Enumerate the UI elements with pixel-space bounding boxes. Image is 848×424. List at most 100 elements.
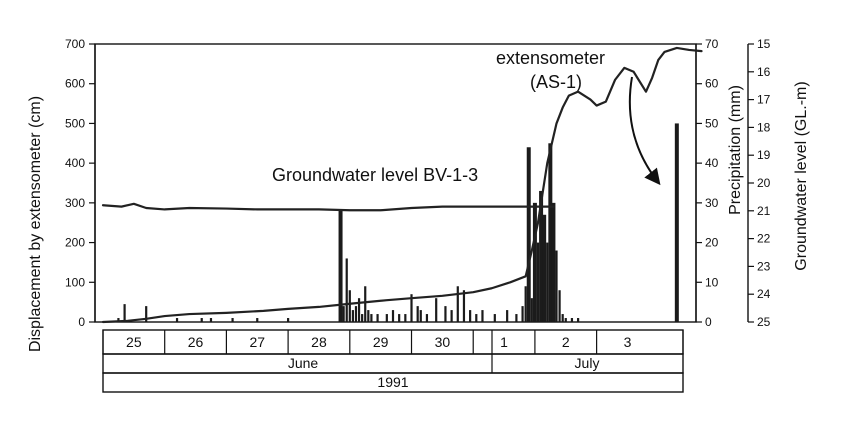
precipitation-bar <box>542 214 547 322</box>
day-label: 28 <box>311 334 327 350</box>
precipitation-bar <box>338 210 343 322</box>
precipitation-bar <box>385 314 388 322</box>
groundwater-tick-label: 21 <box>757 204 771 218</box>
precipitation-bar <box>555 250 558 322</box>
left-tick-label: 500 <box>65 116 85 130</box>
precipitation-bar <box>117 318 120 322</box>
precip-axis-ticks: 0 10 20 30 40 50 60 70 <box>696 37 719 329</box>
precipitation-bar <box>367 310 370 322</box>
date-band-year <box>102 372 684 393</box>
precipitation-bar <box>145 306 148 322</box>
precipitation-bar <box>674 123 679 322</box>
precipitation-bar <box>123 304 126 322</box>
extensometer-annotation-arrow <box>628 76 661 186</box>
precipitation-bar <box>345 258 348 322</box>
year-label: 1991 <box>377 374 408 390</box>
left-tick-label: 600 <box>65 77 85 91</box>
precip-tick-label: 20 <box>705 236 719 250</box>
precipitation-bar <box>469 310 472 322</box>
day-label: 30 <box>435 334 451 350</box>
precipitation-bar <box>564 318 567 322</box>
groundwater-tick-label: 24 <box>757 287 771 301</box>
left-tick-label: 300 <box>65 196 85 210</box>
precipitation-bar <box>256 318 259 322</box>
precipitation-bar <box>354 306 358 322</box>
precip-tick-label: 0 <box>705 315 712 329</box>
groundwater-annotation: Groundwater level BV-1-3 <box>272 165 478 185</box>
left-tick-label: 400 <box>65 156 85 170</box>
precipitation-bar <box>548 143 553 322</box>
precipitation-bar <box>444 306 447 322</box>
day-label: 26 <box>188 334 204 350</box>
precip-tick-label: 50 <box>705 116 719 130</box>
precipitation-bar <box>231 318 234 322</box>
day-label: 2 <box>562 334 570 350</box>
precipitation-bar <box>435 298 438 322</box>
precipitation-bar <box>398 314 401 322</box>
precipitation-bar <box>370 314 373 322</box>
precipitation-bar <box>200 318 203 322</box>
precipitation-bar <box>391 310 395 322</box>
precipitation-bar <box>551 202 556 322</box>
groundwater-axis-title: Groundwater level (GL.-m) <box>793 81 810 270</box>
day-label: 27 <box>249 334 265 350</box>
precipitation-bar <box>570 318 574 322</box>
extensometer-line <box>101 46 703 324</box>
groundwater-tick-label: 23 <box>757 259 771 273</box>
precipitation-bar <box>475 314 478 322</box>
precipitation-bar <box>175 318 179 322</box>
precipitation-bar <box>450 310 453 322</box>
precipitation-bar <box>456 286 459 322</box>
groundwater-tick-label: 25 <box>757 315 771 329</box>
precipitation-bar <box>425 314 429 322</box>
left-tick-label: 0 <box>78 315 85 329</box>
groundwater-tick-label: 18 <box>757 120 771 134</box>
groundwater-tick-label: 16 <box>757 65 771 79</box>
left-tick-label: 100 <box>65 275 85 289</box>
precip-tick-label: 30 <box>705 196 719 210</box>
precipitation-bar <box>506 310 509 322</box>
left-tick-label: 200 <box>65 236 85 250</box>
precipitation-bar <box>577 318 580 322</box>
month-label-june: June <box>288 355 319 371</box>
precipitation-bar <box>287 318 290 322</box>
precipitation-bar <box>539 190 544 322</box>
day-cells: 25 26 27 28 29 30 1 2 3 <box>102 330 684 354</box>
groundwater-tick-label: 19 <box>757 148 771 162</box>
precipitation-bar <box>404 314 407 322</box>
precipitation-bar <box>376 314 379 322</box>
precip-tick-label: 10 <box>705 275 719 289</box>
precipitation-bar <box>493 314 496 322</box>
precipitation-bar <box>546 242 549 322</box>
precipitation-bar <box>361 314 364 322</box>
groundwater-axis-ticks: 15 16 17 18 19 20 21 22 23 24 25 <box>748 37 771 329</box>
precipitation-bar <box>342 306 345 322</box>
precip-tick-label: 70 <box>705 37 719 51</box>
month-label-july: July <box>575 355 600 371</box>
precipitation-bar <box>364 286 367 322</box>
precipitation-bars <box>117 123 679 322</box>
left-axis-title: Displacement by extensometer (cm) <box>27 96 44 352</box>
precipitation-bar <box>521 306 524 322</box>
precip-tick-label: 40 <box>705 156 719 170</box>
day-label: 25 <box>126 334 142 350</box>
groundwater-tick-label: 17 <box>757 93 771 107</box>
groundwater-tick-label: 22 <box>757 232 771 246</box>
precipitation-bar <box>357 298 361 322</box>
precipitation-bar <box>351 310 354 322</box>
day-label: 29 <box>373 334 389 350</box>
day-label: 3 <box>624 334 632 350</box>
precipitation-bar <box>558 290 561 322</box>
precipitation-bar <box>348 290 351 322</box>
precipitation-bar <box>416 306 419 322</box>
precipitation-bar <box>462 290 466 322</box>
day-label: 1 <box>500 334 508 350</box>
series-lines <box>101 46 703 324</box>
precip-axis-title: Precipitation (mm) <box>727 85 744 215</box>
precipitation-bar <box>536 242 540 322</box>
extensometer-annotation-line-1: extensometer <box>496 48 605 68</box>
precipitation-bar <box>481 310 484 322</box>
groundwater-tick-label: 15 <box>757 37 771 51</box>
